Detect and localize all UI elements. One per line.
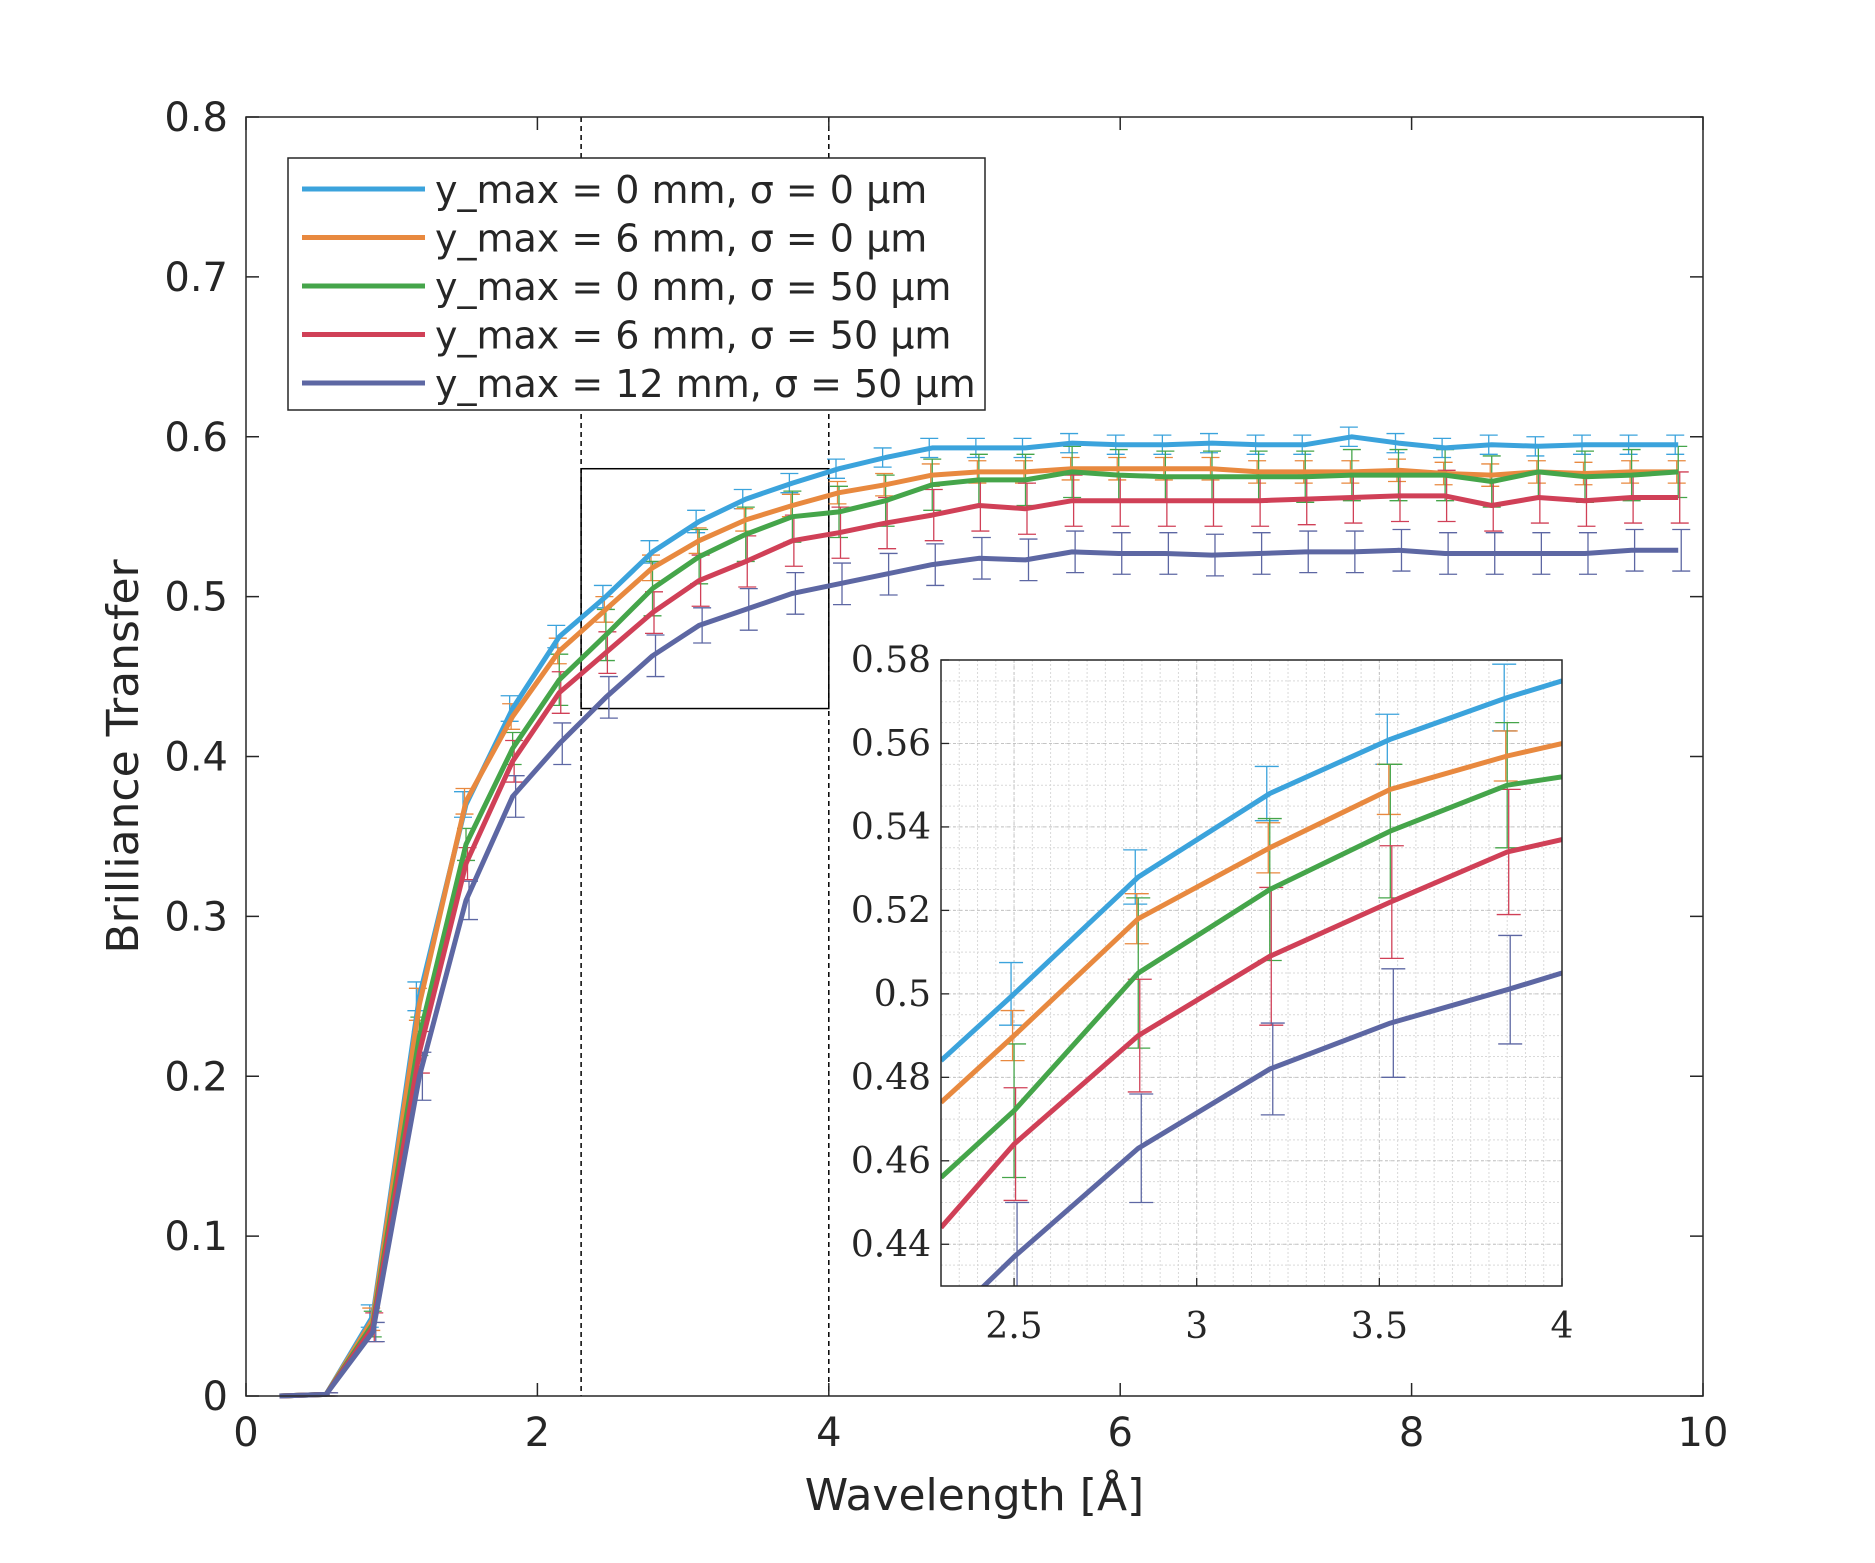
inset-y-tick-label: 0.44 [851, 1224, 931, 1265]
inset-data [941, 663, 1562, 1286]
inset-y-tick-label: 0.58 [851, 640, 931, 681]
x-axis-label: Wavelength [Å] [805, 1468, 1144, 1521]
main-series-line-5 [279, 547, 1679, 1399]
y-tick-label: 0.3 [164, 894, 228, 940]
legend-label-2: y_max = 6 mm, σ = 0 μm [435, 217, 927, 261]
x-tick-label: 8 [1399, 1410, 1424, 1456]
legend-label-4: y_max = 6 mm, σ = 50 μm [435, 314, 951, 358]
y-tick-label: 0.1 [164, 1214, 228, 1260]
zoom-box [580, 467, 830, 710]
y-tick-label: 0.7 [164, 255, 228, 301]
x-tick-label: 2 [525, 1410, 550, 1456]
inset-grid [941, 660, 1562, 1286]
legend: y_max = 0 mm, σ = 0 μm y_max = 6 mm, σ = … [287, 157, 986, 411]
inset-series-line-1 [941, 678, 1562, 1063]
x-tick-label: 6 [1107, 1410, 1132, 1456]
inset-x-tick-label: 2.5 [985, 1306, 1042, 1347]
inset-x-tick-label: 3 [1185, 1306, 1208, 1347]
inset-series-line-3 [941, 774, 1562, 1180]
inset-plot: 2.5 3 3.5 4 0.44 0.46 0.48 0.5 0.52 0.54 0.56 0.58 [851, 640, 1574, 1347]
inset-y-tick-label: 0.54 [851, 807, 931, 848]
main-series-line-4 [279, 493, 1679, 1399]
main-series-line-3 [279, 469, 1679, 1399]
y-tick-label: 0.5 [164, 575, 228, 621]
y-tick-label: 0.2 [164, 1054, 228, 1100]
y-tick-label: 0.6 [164, 415, 228, 461]
inset-x-tick-label: 3.5 [1351, 1306, 1408, 1347]
inset-axes-box [940, 659, 1563, 1287]
legend-label-5: y_max = 12 mm, σ = 50 μm [435, 362, 976, 406]
x-tick-label: 10 [1678, 1410, 1729, 1456]
x-tick-label: 0 [233, 1410, 258, 1456]
y-tick-label: 0.4 [164, 735, 228, 781]
legend-label-1: y_max = 0 mm, σ = 0 μm [435, 168, 927, 212]
legend-label-3: y_max = 0 mm, σ = 50 μm [435, 265, 951, 309]
y-tick-label: 0 [203, 1374, 228, 1420]
inset-series-line-4 [941, 837, 1562, 1230]
y-axis-label: Brilliance Transfer [98, 558, 149, 953]
inset-y-tick-label: 0.5 [874, 974, 931, 1015]
inset-x-tick-label: 4 [1551, 1306, 1574, 1347]
inset-y-tick-label: 0.52 [851, 890, 931, 931]
inset-y-tick-label: 0.56 [851, 723, 931, 764]
main-series-line-1 [279, 434, 1679, 1399]
y-tick-label: 0.8 [164, 95, 228, 141]
inset-series-line-2 [941, 741, 1562, 1105]
inset-y-tick-label: 0.46 [851, 1141, 931, 1182]
x-tick-label: 4 [816, 1410, 841, 1456]
inset-series-line-5 [980, 970, 1562, 1286]
inset-y-tick-label: 0.48 [851, 1057, 931, 1098]
